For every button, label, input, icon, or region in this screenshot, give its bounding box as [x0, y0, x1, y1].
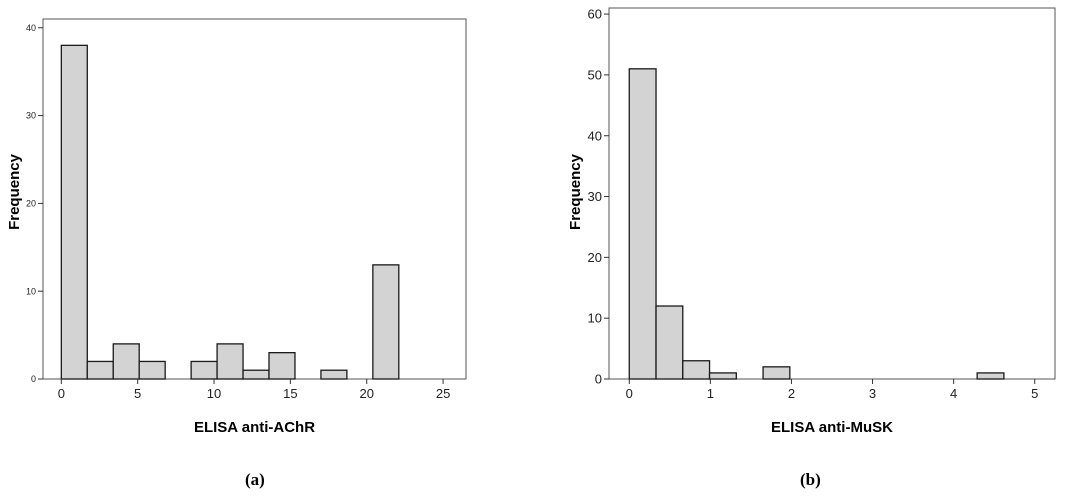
x-tick-label: 5: [134, 386, 141, 401]
y-tick-label: 20: [588, 250, 602, 265]
histogram-bar: [216, 343, 244, 380]
y-tick-label: 50: [588, 67, 602, 82]
x-axis-label: ELISA anti-MuSK: [771, 419, 893, 436]
histogram-panel-a: 0 5 10 15 20 25 0 10 20 30 40 ELISA anti-AChR Freque…: [6, 18, 467, 436]
histogram-bar: [60, 44, 88, 380]
x-axis-label: ELISA anti-AChR: [194, 419, 315, 436]
x-tick-label: 20: [360, 386, 374, 401]
y-tick-label: 0: [595, 372, 602, 387]
histogram-bar: [762, 366, 791, 380]
y-tick-label: 60: [588, 7, 602, 22]
y-tick-label: 30: [26, 111, 36, 121]
x-tick-label: 15: [283, 386, 297, 401]
histogram-bar: [320, 369, 348, 380]
x-tick-label: 4: [950, 386, 957, 401]
y-tick-label: 10: [588, 311, 602, 326]
x-tick-label: 5: [1031, 386, 1038, 401]
x-tick-label: 10: [207, 386, 221, 401]
y-tick-label: 30: [588, 189, 602, 204]
histogram-bar: [708, 372, 737, 380]
y-tick-label: 40: [26, 23, 36, 33]
histogram-bar: [682, 360, 711, 380]
y-tick-label: 20: [26, 199, 36, 209]
histogram-bar: [138, 360, 166, 380]
y-tick-label: 0: [31, 374, 36, 384]
histogram-bar: [628, 68, 657, 380]
x-tick-label: 1: [707, 386, 714, 401]
y-axis-label: Frequency: [6, 153, 23, 230]
x-tick-label: 25: [436, 386, 450, 401]
histogram-bar: [976, 372, 1005, 380]
y-axis-label: Frequency: [567, 153, 584, 230]
histogram-bar: [86, 360, 114, 380]
x-tick-label: 0: [58, 386, 65, 401]
histogram-bar: [242, 369, 270, 380]
histogram-bar: [112, 343, 140, 380]
panel-label-a: (a): [245, 470, 265, 489]
histogram-bar: [268, 352, 296, 380]
x-tick-label: 2: [788, 386, 795, 401]
y-tick-label: 40: [588, 128, 602, 143]
x-tick-label: 3: [869, 386, 876, 401]
plot-frame: [42, 18, 467, 380]
histogram-bar: [655, 305, 684, 380]
x-tick-label: 0: [626, 386, 633, 401]
histogram-bar: [190, 360, 218, 380]
panel-label-b: (b): [800, 470, 821, 489]
y-tick-label: 10: [26, 286, 36, 296]
histogram-bar: [372, 264, 400, 380]
